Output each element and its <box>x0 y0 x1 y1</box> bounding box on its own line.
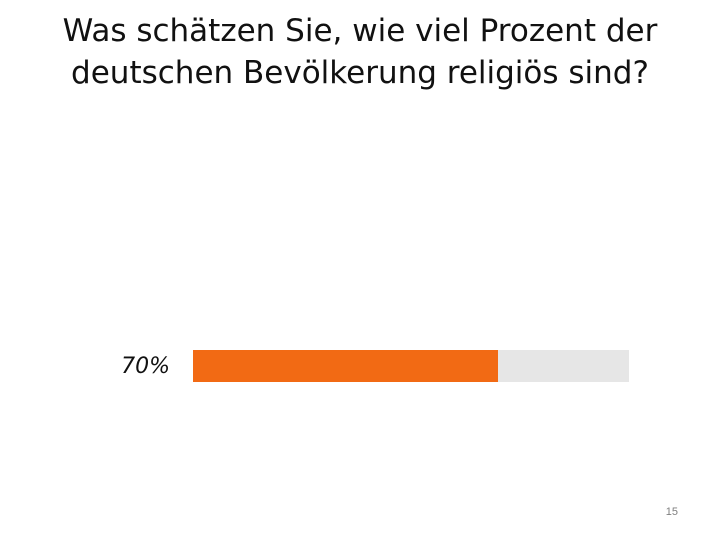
page-number: 15 <box>665 506 678 518</box>
result-bar-fill <box>193 350 499 382</box>
slide-title: Was schätzen Sie, wie viel Prozent der d… <box>20 10 700 94</box>
title-line-1: Was schätzen Sie, wie viel Prozent der <box>62 13 658 49</box>
percentage-label: 70% <box>121 354 170 379</box>
title-line-2: deutschen Bevölkerung religiös sind? <box>71 55 649 91</box>
result-bar-track <box>193 350 629 382</box>
